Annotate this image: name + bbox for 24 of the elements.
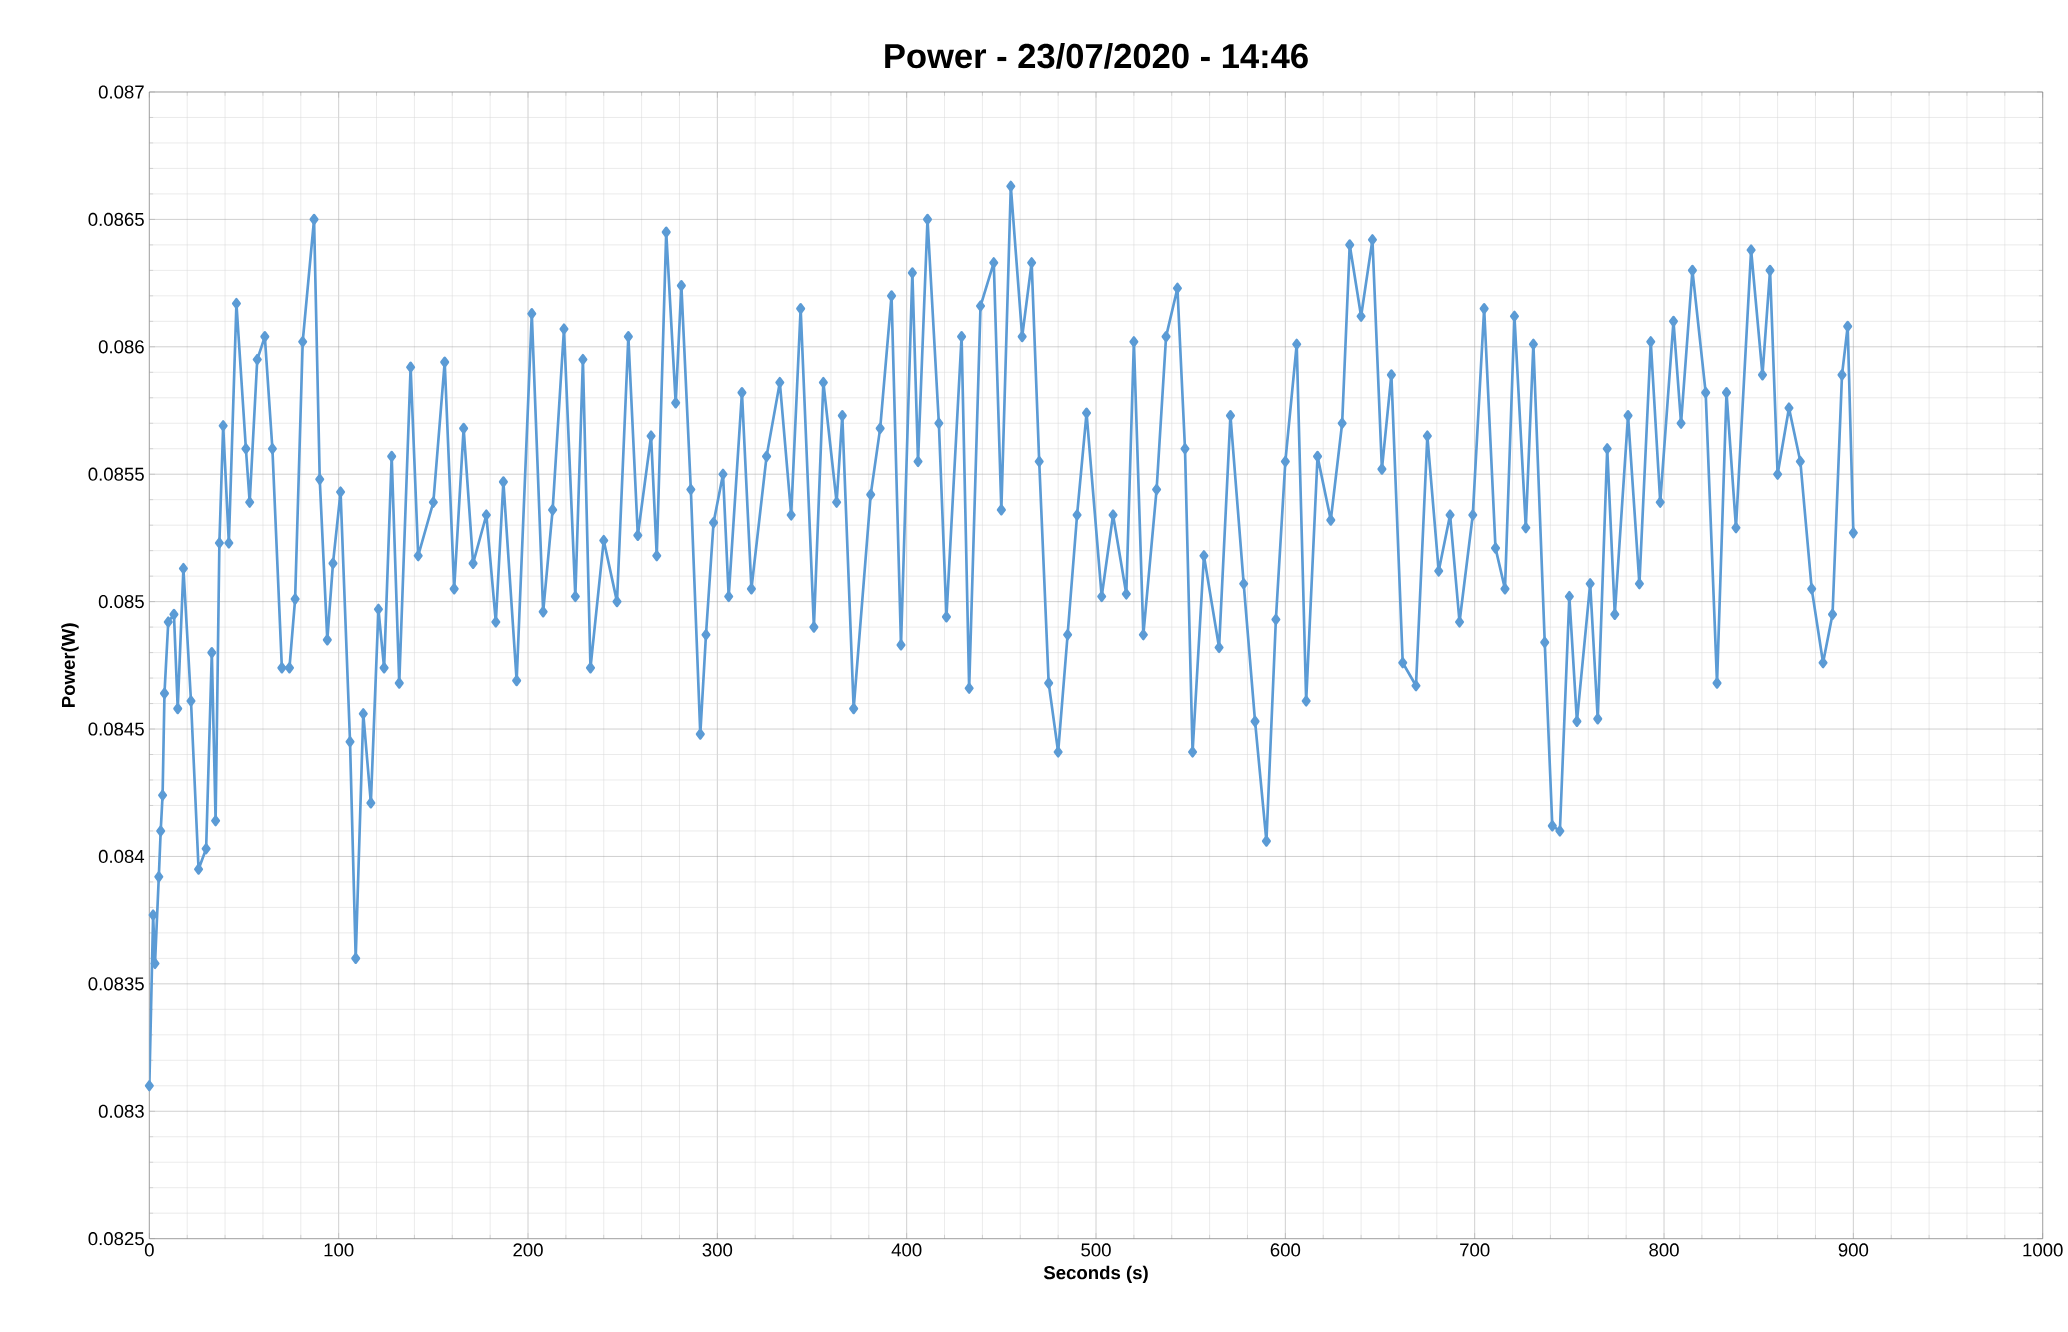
y-tick-label: 0.0855: [88, 467, 144, 481]
y-tick-label: 0.084: [98, 849, 145, 864]
x-axis-title: Seconds (s): [1043, 1265, 1148, 1283]
x-tick-label: 500: [1081, 1243, 1111, 1257]
y-tick-label: 0.086: [98, 340, 144, 354]
x-tick-label: 0: [144, 1243, 154, 1257]
x-tick-label: 100: [324, 1243, 354, 1257]
y-tick-label: 0.0865: [88, 212, 144, 226]
chart-title: Power - 23/07/2020 - 14:46: [885, 42, 1308, 69]
y-tick-label: 0.087: [98, 85, 144, 99]
x-tick-label: 300: [702, 1243, 733, 1257]
x-tick-label: 600: [1270, 1243, 1301, 1257]
y-tick-label: 0.085: [98, 595, 144, 609]
x-tick-label: 400: [891, 1243, 922, 1257]
y-tick-label: 0.0835: [88, 977, 144, 991]
x-tick-label: 800: [1649, 1243, 1679, 1257]
x-tick-label: 200: [513, 1243, 543, 1257]
y-tick-label: 0.0825: [88, 1232, 144, 1246]
y-axis-title: Power(W): [61, 623, 79, 707]
y-tick-label: 0.083: [98, 1104, 144, 1118]
x-tick-label: 1000: [2023, 1243, 2063, 1257]
y-tick-label: 0.0845: [88, 722, 144, 736]
x-tick-label: 700: [1460, 1243, 1490, 1257]
x-tick-label: 900: [1838, 1243, 1869, 1257]
